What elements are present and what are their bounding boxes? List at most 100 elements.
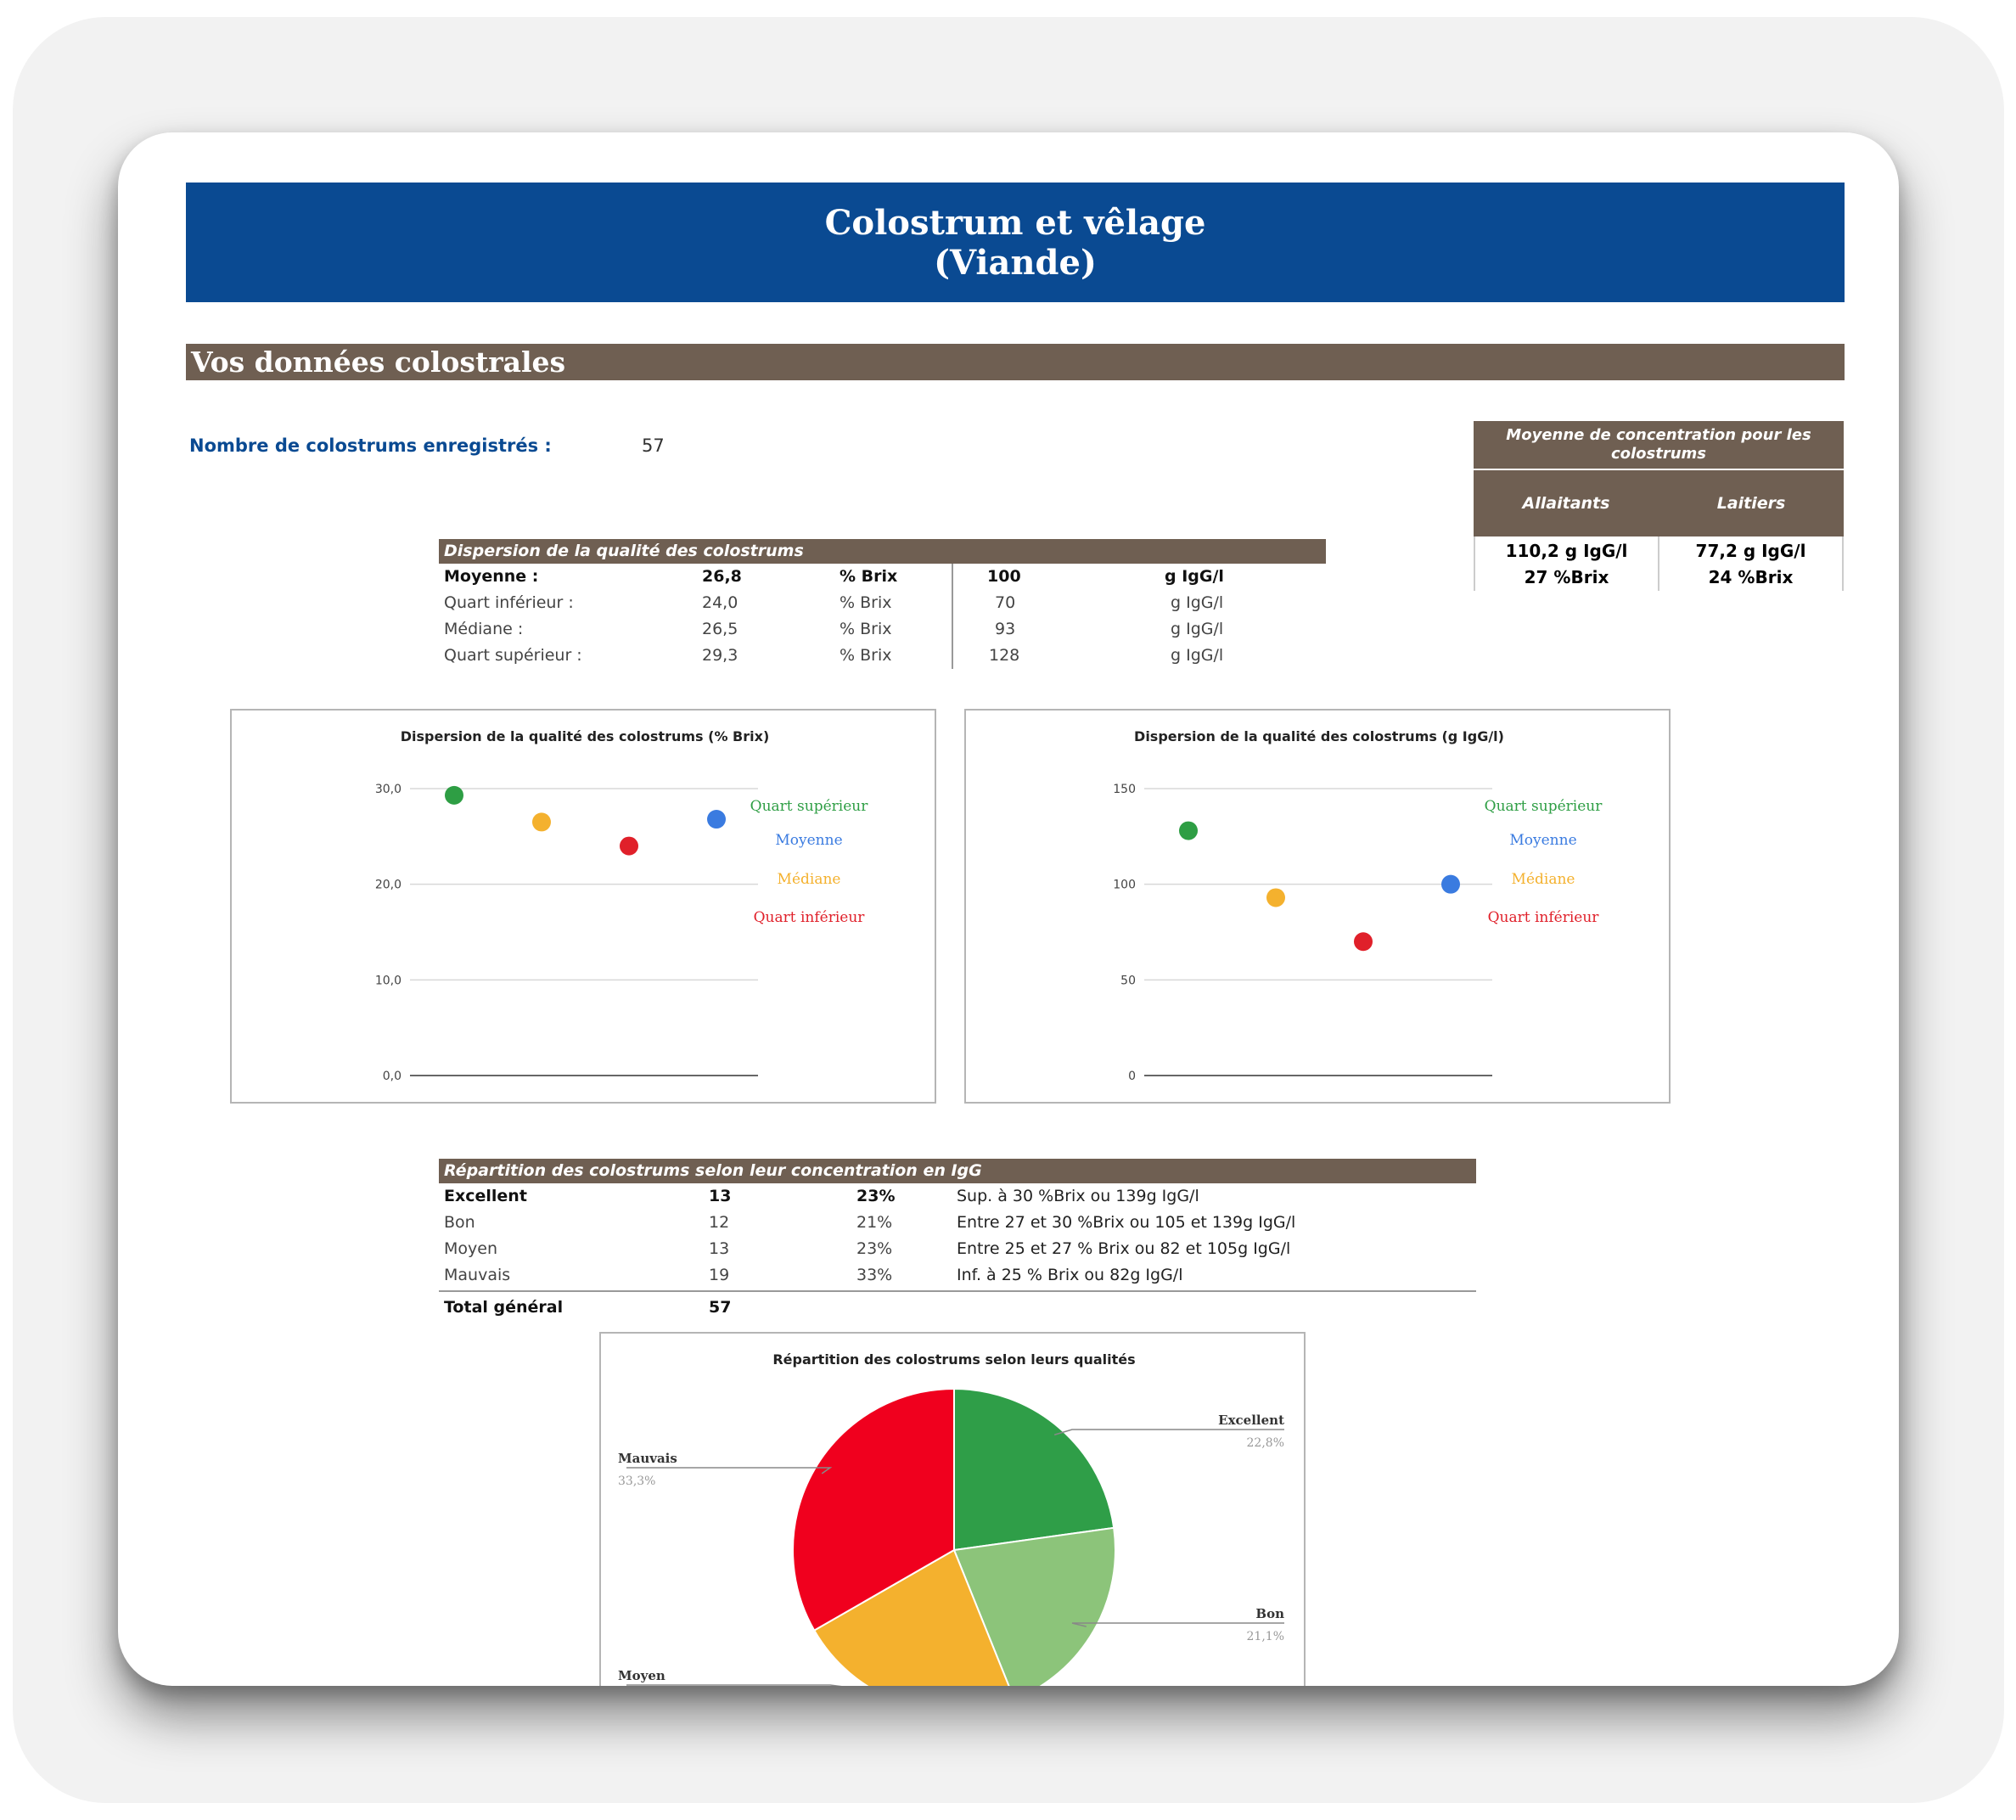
dispersion-brix-unit: % Brix — [840, 593, 892, 612]
data-point — [445, 785, 463, 805]
total-label: Total général — [444, 1298, 564, 1317]
dispersion-label: Quart inférieur : — [444, 593, 574, 612]
concentration-values-laitiers: 77,2 g IgG/l 24 %Brix — [1658, 536, 1842, 591]
dispersion-brix-unit: % Brix — [840, 646, 892, 665]
pie-slice — [812, 1548, 1010, 1686]
distribution-label: Excellent — [444, 1187, 527, 1205]
igg-dispersion-svg: Dispersion de la qualité des colostrums … — [1113, 728, 1603, 1083]
legend-entry: Moyenne — [775, 832, 842, 849]
dispersion-igg: 93 — [995, 620, 1016, 638]
dispersion-igg: 100 — [987, 567, 1021, 586]
dispersion-igg-unit: g IgG/l — [1171, 620, 1224, 638]
legend-entry: Quart inférieur — [1488, 909, 1600, 926]
pie-leader-line — [1071, 1622, 1284, 1627]
distribution-count: 13 — [709, 1187, 732, 1205]
total-value: 57 — [709, 1298, 732, 1317]
report-card: Colostrum et vêlage (Viande) Vos données… — [118, 132, 1899, 1686]
legend-entry: Quart supérieur — [750, 798, 869, 815]
dispersion-brix-unit: % Brix — [840, 620, 892, 638]
dispersion-brix: 29,3 — [702, 646, 738, 665]
quality-pie-chart: Répartition des colostrums selon leurs q… — [599, 1332, 1306, 1686]
dispersion-igg-unit: g IgG/l — [1165, 567, 1224, 586]
concentration-brix: 24 %Brix — [1708, 567, 1794, 587]
distribution-table-title: Répartition des colostrums selon leur co… — [439, 1159, 1476, 1183]
y-tick-label: 30,0 — [375, 783, 402, 796]
dispersion-label: Quart supérieur : — [444, 646, 582, 665]
concentration-brix: 27 %Brix — [1524, 567, 1609, 587]
dispersion-igg: 70 — [995, 593, 1016, 612]
pie-label: Moyen — [618, 1668, 665, 1683]
table-row: Mauvais 19 33% Inf. à 25 % Brix ou 82g I… — [439, 1262, 1476, 1289]
y-tick-label: 10,0 — [375, 974, 402, 987]
y-tick-label: 0 — [1128, 1070, 1136, 1083]
table-row: Moyen 13 23% Entre 25 et 27 % Brix ou 82… — [439, 1236, 1476, 1262]
dispersion-label: Moyenne : — [444, 567, 539, 586]
pie-slice — [953, 1387, 1115, 1552]
pie-leader-line — [626, 1467, 833, 1475]
concentration-table: Moyenne de concentration pour les colost… — [1474, 421, 1844, 591]
table-row: Moyenne : 26,8 % Brix 100 g IgG/l — [439, 564, 1326, 590]
table-row: Bon 12 21% Entre 27 et 30 %Brix ou 105 e… — [439, 1210, 1476, 1236]
y-tick-label: 0,0 — [383, 1070, 402, 1083]
report-title-banner: Colostrum et vêlage (Viande) — [186, 183, 1845, 302]
distribution-pct: 21% — [856, 1213, 893, 1232]
total-divider — [439, 1290, 1476, 1292]
concentration-values-allaitants: 110,2 g IgG/l 27 %Brix — [1475, 536, 1658, 591]
data-point — [707, 810, 726, 829]
dispersion-igg: 128 — [989, 646, 1020, 665]
legend-entry: Quart supérieur — [1485, 798, 1603, 815]
concentration-igg: 77,2 g IgG/l — [1695, 541, 1806, 561]
data-point — [1354, 932, 1373, 952]
section-title: Vos données colostrales — [186, 344, 1845, 380]
concentration-igg: 110,2 g IgG/l — [1505, 541, 1628, 561]
pie-leader-line — [1053, 1429, 1284, 1435]
distribution-pct: 33% — [856, 1266, 893, 1284]
table-row: Excellent 13 23% Sup. à 30 %Brix ou 139g… — [439, 1183, 1476, 1210]
dispersion-table: Dispersion de la qualité des colostrums … — [439, 539, 1326, 669]
pie-slice — [792, 1387, 955, 1632]
y-tick-label: 20,0 — [375, 879, 402, 892]
distribution-label: Mauvais — [444, 1266, 511, 1284]
pie-label: Bon — [1255, 1606, 1284, 1621]
concentration-table-header: Allaitants Laitiers — [1474, 469, 1844, 536]
dispersion-igg-unit: g IgG/l — [1171, 646, 1224, 665]
data-point — [1266, 888, 1285, 907]
distribution-desc: Entre 27 et 30 %Brix ou 105 et 139g IgG/… — [957, 1213, 1296, 1232]
report-title-line2: (Viande) — [934, 242, 1097, 283]
dispersion-label: Médiane : — [444, 620, 524, 638]
y-tick-label: 50 — [1120, 974, 1136, 987]
pie-label: Mauvais — [618, 1451, 677, 1466]
dispersion-igg-unit: g IgG/l — [1171, 593, 1224, 612]
pie-slice — [952, 1526, 1116, 1686]
legend-entry: Médiane — [1512, 871, 1575, 888]
data-point — [1179, 821, 1198, 840]
concentration-table-title: Moyenne de concentration pour les colost… — [1474, 421, 1844, 469]
pie-leader-line — [626, 1684, 842, 1686]
colostrum-count-value: 57 — [642, 435, 665, 456]
chart-title: Dispersion de la qualité des colostrums … — [401, 728, 770, 744]
pie-label: Excellent — [1218, 1413, 1284, 1428]
dispersion-brix: 26,8 — [702, 567, 742, 586]
dispersion-brix: 26,5 — [702, 620, 738, 638]
distribution-count: 19 — [709, 1266, 730, 1284]
distribution-pct: 23% — [856, 1239, 893, 1258]
pie-percent-label: 33,3% — [618, 1475, 655, 1488]
distribution-label: Moyen — [444, 1239, 497, 1258]
legend-entry: Quart inférieur — [754, 909, 866, 926]
chart-title: Dispersion de la qualité des colostrums … — [1134, 728, 1504, 744]
chart-title: Répartition des colostrums selon leurs q… — [772, 1351, 1135, 1368]
distribution-count: 12 — [709, 1213, 730, 1232]
data-point — [620, 836, 638, 856]
total-row: Total général 57 — [439, 1292, 1476, 1321]
data-point — [532, 812, 551, 832]
table-row: Quart supérieur : 29,3 % Brix 128 g IgG/… — [439, 643, 1326, 669]
table-row: Quart inférieur : 24,0 % Brix 70 g IgG/l — [439, 590, 1326, 616]
distribution-table: Répartition des colostrums selon leur co… — [439, 1159, 1476, 1321]
data-point — [1441, 874, 1460, 894]
pie-percent-label: 21,1% — [1247, 1630, 1284, 1643]
report-title-line1: Colostrum et vêlage — [824, 202, 1206, 243]
y-tick-label: 150 — [1113, 783, 1136, 796]
dispersion-table-title: Dispersion de la qualité des colostrums — [439, 539, 1326, 564]
quality-pie-svg: Répartition des colostrums selon leurs q… — [618, 1351, 1284, 1686]
brix-dispersion-chart: Dispersion de la qualité des colostrums … — [230, 709, 936, 1104]
